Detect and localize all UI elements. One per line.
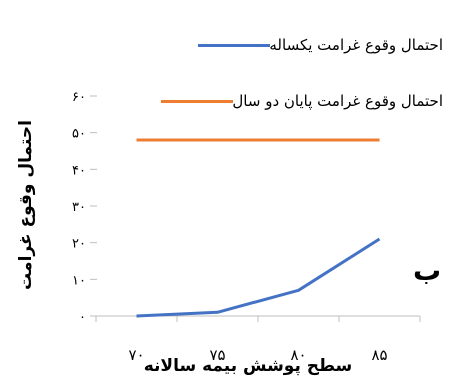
y-axis-title: احتمال وقوع غرامت <box>16 120 36 290</box>
series-layer <box>136 138 381 318</box>
x-tick-label: ۸۵ <box>371 346 387 364</box>
x-tick-label: ۷۰ <box>128 346 144 364</box>
x-tick-label: ۷۵ <box>209 346 225 364</box>
series-line-annual <box>136 237 381 318</box>
y-tick-label: ۶۰ <box>72 90 86 105</box>
legend-entry-annual: احتمال وقوع غرامت یکساله <box>198 36 443 54</box>
y-tick-label: ۲۰ <box>72 237 86 252</box>
legend-entry-two-year: احتمال وقوع غرامت پایان دو سال <box>161 92 443 110</box>
legend-swatch-annual <box>198 43 271 47</box>
y-tick-label: ۱۰ <box>72 273 86 288</box>
y-tick-label: ۰ <box>79 310 86 325</box>
panel-label: ب <box>413 254 442 287</box>
axes: ۷۰ ۷۵ ۸۰ ۸۵ ۰ ۱۰ ۲۰ ۳۰ ۴۰ ۵۰ ۶۰ <box>72 90 421 364</box>
y-tick-label: ۳۰ <box>72 200 86 215</box>
legend-swatch-two-year <box>161 99 234 103</box>
x-tick-label: ۸۰ <box>290 346 306 364</box>
x-axis-title: سطح پوشش بیمه سالانه <box>143 356 353 376</box>
legend-label-annual: احتمال وقوع غرامت یکساله <box>269 36 443 54</box>
y-tick-label: ۴۰ <box>72 163 86 178</box>
y-tick-label: ۵۰ <box>72 127 86 142</box>
legend-label-two-year: احتمال وقوع غرامت پایان دو سال <box>232 92 443 110</box>
